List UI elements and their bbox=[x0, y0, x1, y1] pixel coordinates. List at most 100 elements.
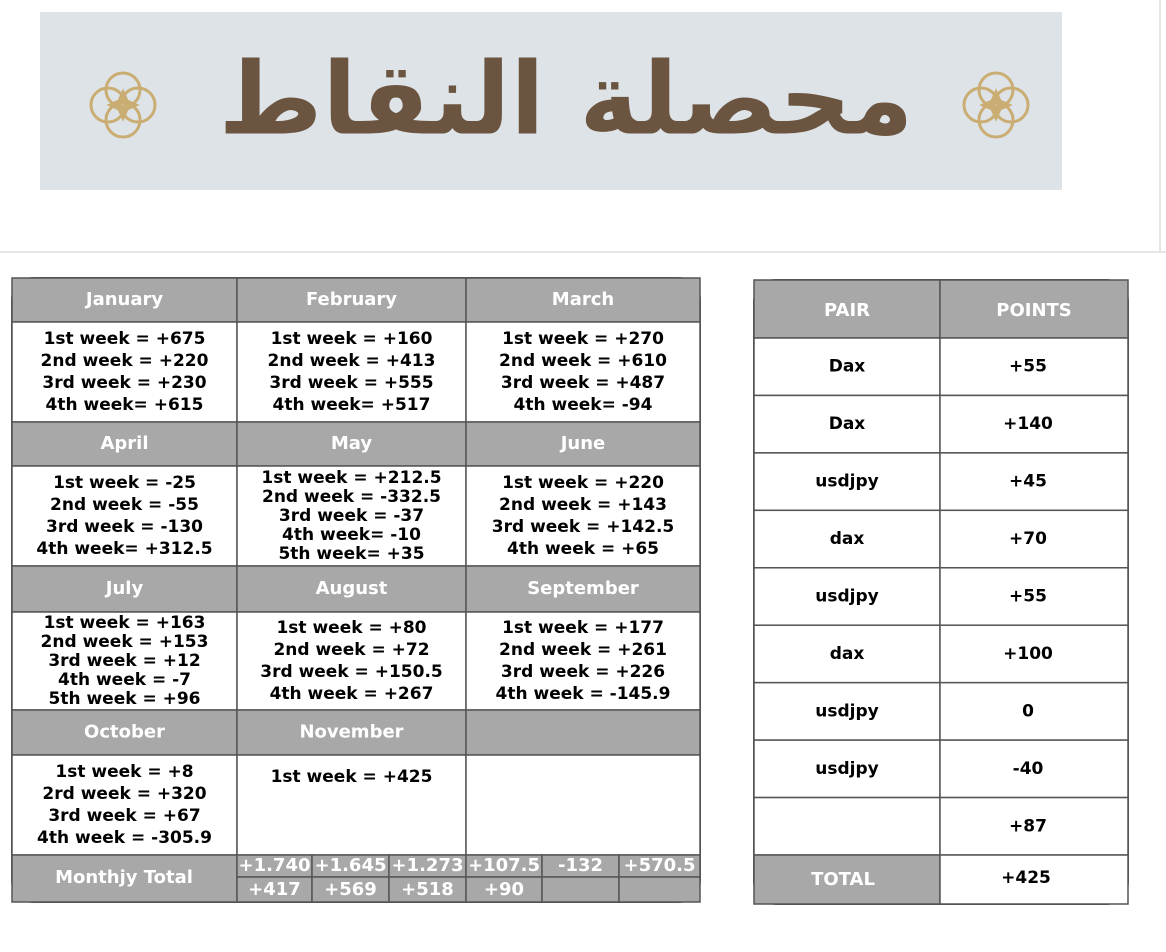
week-result: 1st week = +270 bbox=[502, 329, 664, 349]
pairs-header: POINTS bbox=[996, 300, 1072, 321]
month-cell bbox=[236, 321, 467, 423]
week-result: 2nd week = -332.5 bbox=[262, 487, 441, 507]
month-header-cell bbox=[11, 277, 238, 323]
pair-cell bbox=[753, 452, 941, 512]
total-value: +1.273 bbox=[391, 855, 463, 876]
pair-name: usdjpy bbox=[815, 759, 878, 779]
week-result: 4th week= +615 bbox=[46, 395, 204, 415]
month-name: July bbox=[104, 578, 144, 599]
points-cell bbox=[939, 337, 1129, 397]
pairs-header: PAIR bbox=[824, 300, 870, 321]
pair-points: +70 bbox=[1009, 529, 1047, 549]
points-cell bbox=[939, 796, 1129, 856]
week-result: 4th week = -305.9 bbox=[37, 828, 212, 848]
pair-name: dax bbox=[830, 529, 865, 549]
pair-points: +140 bbox=[1003, 414, 1053, 434]
month-name: March bbox=[552, 289, 614, 310]
week-result: 1st week = +80 bbox=[276, 618, 426, 638]
week-result: 2nd week = +261 bbox=[499, 640, 667, 660]
points-cell bbox=[939, 452, 1129, 512]
pair-name: dax bbox=[830, 644, 865, 664]
week-result: 4th week = +267 bbox=[270, 684, 434, 704]
total-label-cell bbox=[753, 854, 941, 905]
week-result: 1st week = +220 bbox=[502, 473, 664, 493]
month-cell bbox=[11, 321, 238, 423]
week-result: 1st week = +160 bbox=[271, 329, 433, 349]
pair-points: +45 bbox=[1009, 472, 1047, 492]
week-result: 3rd week = +230 bbox=[42, 373, 206, 393]
total-value: +90 bbox=[484, 879, 524, 900]
week-result: 3rd week = -130 bbox=[46, 517, 203, 537]
week-result: 3rd week = +67 bbox=[48, 806, 200, 826]
total-value: +107.5 bbox=[468, 855, 540, 876]
pairs-header-cell bbox=[939, 279, 1129, 339]
week-result: 2nd week = +413 bbox=[268, 351, 436, 371]
week-result: 2nd week = +143 bbox=[499, 495, 667, 515]
pair-name: usdjpy bbox=[815, 587, 878, 607]
month-header-cell bbox=[465, 421, 701, 467]
week-result: 3rd week = -37 bbox=[279, 506, 424, 526]
week-result: 4th week = -7 bbox=[58, 670, 191, 690]
month-cell bbox=[11, 465, 238, 567]
month-header-cell bbox=[236, 709, 467, 756]
totals-label: Monthjy Total bbox=[55, 867, 193, 888]
month-cell bbox=[465, 611, 701, 711]
pair-points: +100 bbox=[1003, 644, 1053, 664]
month-name: January bbox=[84, 289, 163, 310]
total-value: +425 bbox=[1001, 868, 1051, 888]
week-result: 2nd week = -55 bbox=[50, 495, 199, 515]
week-result: 3rd week = +487 bbox=[501, 373, 665, 393]
week-result: 1st week = +8 bbox=[55, 762, 193, 782]
month-header-cell bbox=[11, 421, 238, 467]
week-result: 3rd week = +142.5 bbox=[492, 517, 674, 537]
week-result: 4th week= -94 bbox=[514, 395, 653, 415]
week-result: 2nd week = +72 bbox=[273, 640, 429, 660]
total-value: +518 bbox=[401, 879, 454, 900]
total-value: +1.740 bbox=[238, 855, 310, 876]
week-result: 2nd week = +153 bbox=[41, 632, 209, 652]
week-result: 4th week = +65 bbox=[507, 539, 659, 559]
week-result: 1st week = +425 bbox=[271, 767, 433, 787]
month-cell bbox=[236, 754, 467, 856]
pair-name: Dax bbox=[829, 357, 866, 377]
month-name: May bbox=[331, 433, 373, 454]
ornament-left bbox=[89, 71, 157, 139]
total-cell bbox=[311, 876, 390, 903]
week-result: 3rd week = +555 bbox=[269, 373, 433, 393]
ornament-right bbox=[962, 71, 1030, 139]
week-result: 5th week= +35 bbox=[278, 544, 424, 564]
pair-points: +87 bbox=[1009, 816, 1047, 836]
week-result: 3rd week = +12 bbox=[48, 651, 200, 671]
month-cell bbox=[465, 465, 701, 567]
month-name: October bbox=[84, 722, 165, 743]
total-label: TOTAL bbox=[811, 869, 875, 890]
month-name: September bbox=[527, 578, 639, 599]
total-value: +417 bbox=[248, 879, 301, 900]
pair-name: usdjpy bbox=[815, 472, 878, 492]
week-result: 4th week= +312.5 bbox=[36, 539, 212, 559]
pair-points: +55 bbox=[1009, 587, 1047, 607]
points-cell bbox=[939, 394, 1129, 454]
week-result: 1st week = +177 bbox=[502, 618, 664, 638]
page-title: محصلة النقاط bbox=[219, 40, 914, 157]
total-cell bbox=[618, 876, 701, 903]
week-result: 2rd week = +320 bbox=[42, 784, 206, 804]
pair-name: Dax bbox=[829, 414, 866, 434]
week-result: 1st week = +212.5 bbox=[261, 468, 441, 488]
month-name: June bbox=[559, 433, 606, 454]
points-cell bbox=[939, 509, 1129, 569]
month-cell bbox=[236, 611, 467, 711]
month-header-cell bbox=[11, 565, 238, 613]
week-result: 1st week = -25 bbox=[53, 473, 196, 493]
month-header-cell bbox=[236, 421, 467, 467]
month-cell bbox=[236, 465, 467, 567]
pair-cell bbox=[753, 796, 941, 856]
week-result: 2nd week = +220 bbox=[41, 351, 209, 371]
month-cell bbox=[465, 321, 701, 423]
points-cell bbox=[939, 681, 1129, 741]
total-value: -132 bbox=[558, 855, 603, 876]
week-result: 1st week = +163 bbox=[44, 613, 206, 633]
pair-name: usdjpy bbox=[815, 701, 878, 721]
month-header-cell bbox=[465, 709, 701, 756]
month-header-cell bbox=[236, 565, 467, 613]
